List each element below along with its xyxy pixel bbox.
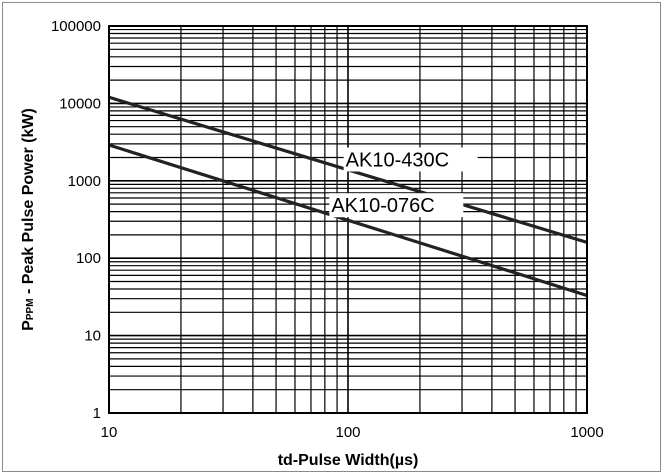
y-axis-title-main: P (20, 320, 37, 331)
chart-frame: 10 100 1000 1 10 100 1000 10000 100000 AK10-430… (2, 2, 661, 472)
y-tick-label: 10000 (59, 95, 101, 112)
y-tick-labels: 1 10 100 1000 10000 100000 (51, 18, 101, 422)
series-label-bg (343, 147, 478, 172)
x-tick-label: 100 (335, 424, 360, 441)
series-label-bg (329, 193, 464, 218)
series-labels: AK10-430C AK10-076C (329, 147, 478, 218)
series-line-ak10-076c (108, 143, 588, 297)
y-tick-label: 100 (76, 250, 101, 267)
series-label-ak10-076c: AK10-076C (331, 195, 434, 217)
x-axis-title: td-Pulse Width(µs) (278, 452, 419, 469)
y-tick-label: 100000 (51, 18, 101, 35)
y-axis-title-subscript: PPM (25, 298, 36, 320)
series-label-ak10-430c: AK10-430C (346, 149, 449, 171)
y-tick-label: 1000 (68, 173, 101, 190)
y-tick-label: 10 (84, 328, 101, 345)
y-tick-label: 1 (93, 405, 101, 422)
x-tick-labels: 10 100 1000 (101, 424, 604, 441)
y-axis-title: PPPM - Peak Pulse Power (kW) (20, 108, 37, 331)
plot-area (108, 25, 588, 414)
grid-lines (108, 25, 588, 414)
x-tick-label: 1000 (570, 424, 603, 441)
x-tick-label: 10 (101, 424, 118, 441)
y-axis-title-rest: - Peak Pulse Power (kW) (20, 108, 37, 298)
